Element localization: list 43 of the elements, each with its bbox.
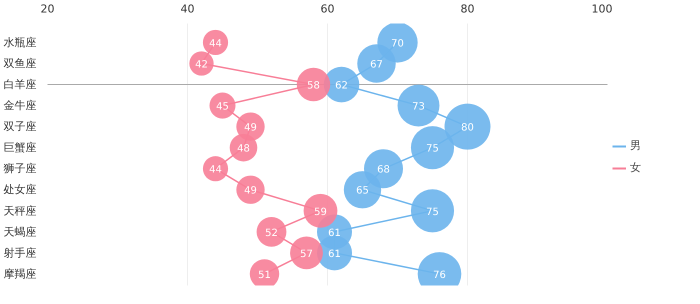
x-tick-label: 80 xyxy=(460,2,474,16)
legend-label: 女 xyxy=(630,160,642,175)
y-tick-label: 狮子座 xyxy=(4,162,36,176)
y-tick-label: 白羊座 xyxy=(4,78,36,92)
data-label: 51 xyxy=(258,270,271,281)
data-label: 80 xyxy=(461,122,474,134)
y-tick-label: 摩羯座 xyxy=(4,267,36,280)
data-label: 68 xyxy=(377,164,390,176)
legend-label: 男 xyxy=(630,138,642,153)
y-tick-label: 射手座 xyxy=(4,246,36,260)
data-label: 52 xyxy=(265,228,278,239)
data-label: 42 xyxy=(195,59,208,70)
data-label: 58 xyxy=(307,80,320,92)
data-label: 61 xyxy=(328,248,341,260)
y-tick-label: 天秤座 xyxy=(4,204,36,218)
data-label: 44 xyxy=(209,38,222,50)
x-tick-label: 20 xyxy=(40,2,54,16)
data-label: 73 xyxy=(412,102,425,113)
data-label: 67 xyxy=(370,59,383,70)
data-label: 61 xyxy=(328,228,341,239)
data-label: 57 xyxy=(300,248,313,260)
data-label: 49 xyxy=(244,122,257,134)
data-label: 49 xyxy=(244,186,257,197)
data-label: 44 xyxy=(209,164,222,176)
data-label: 70 xyxy=(391,38,404,50)
y-tick-label: 水瓶座 xyxy=(4,36,36,49)
data-label: 62 xyxy=(335,80,348,92)
y-tick-label: 双鱼座 xyxy=(4,56,36,70)
data-label: 76 xyxy=(433,270,446,281)
data-label: 65 xyxy=(356,186,369,197)
y-tick-label: 巨蟹座 xyxy=(4,141,36,154)
x-tick-label: 60 xyxy=(320,2,334,16)
x-tick-label: 40 xyxy=(180,2,194,16)
y-tick-label: 金牛座 xyxy=(4,99,36,112)
y-tick-label: 双子座 xyxy=(4,120,36,134)
data-label: 75 xyxy=(426,144,439,155)
data-label: 45 xyxy=(216,102,229,113)
data-label: 48 xyxy=(237,144,250,155)
y-tick-label: 天蝎座 xyxy=(4,225,36,238)
y-tick-label: 处女座 xyxy=(4,183,36,196)
x-tick-label: 100 xyxy=(592,2,613,16)
data-label: 59 xyxy=(314,206,327,218)
data-label: 75 xyxy=(426,206,439,218)
